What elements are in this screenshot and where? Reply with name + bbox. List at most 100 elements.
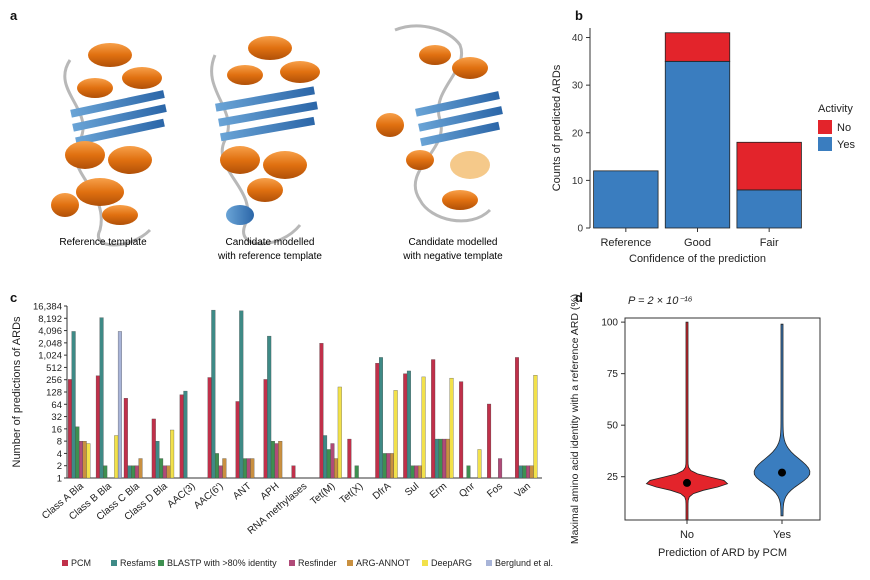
c-bar-5-1: [211, 309, 216, 479]
b-bar-fair-yes: [736, 189, 802, 229]
d-median-point-no: [683, 478, 691, 487]
caption-a3-line1: Candidate modelled: [409, 237, 498, 248]
c-y-axis-title: Number of predictions of ARDs: [11, 316, 23, 468]
c-legend-label-2: BLASTP with >80% identity: [167, 558, 277, 568]
c-bar-8-0: [291, 465, 296, 479]
c-legend-label-5: DeepARG: [431, 558, 472, 568]
d-y-tick-label-1: 50: [607, 421, 619, 432]
panel-a-label: a: [10, 8, 18, 23]
c-bar-6-4: [250, 458, 255, 479]
d-violin-no: [645, 321, 729, 521]
b-x-tick-label-0: Reference: [600, 237, 651, 249]
c-bar-1-6: [117, 331, 122, 479]
c-bar-14-0: [459, 381, 464, 479]
b-bar-fair-no: [736, 141, 802, 191]
b-x-tick-label-1: Good: [684, 237, 711, 249]
c-legend-swatch-5: [422, 560, 428, 566]
c-legend-label-0: PCM: [71, 558, 91, 568]
c-legend-label-3: Resfinder: [298, 558, 337, 568]
panel-d-label: d: [575, 290, 583, 305]
c-bar-7-4: [278, 440, 283, 479]
d-x-tick-label-1: Yes: [773, 529, 791, 541]
b-y-tick-label-3: 30: [572, 81, 584, 92]
panel-b-label: b: [575, 8, 583, 23]
d-y-axis-title: Maximal amino acid identity with a refer…: [569, 294, 581, 544]
b-y-tick-label-2: 20: [572, 128, 584, 139]
c-y-tick-label-0: 1: [57, 474, 62, 485]
b-x-axis-title: Confidence of the prediction: [629, 253, 766, 265]
b-legend-swatch-yes: [818, 137, 832, 151]
d-y-tick-label-3: 100: [601, 318, 618, 329]
b-bar-reference-yes: [593, 170, 659, 229]
c-y-tick-label-9: 512: [46, 363, 62, 374]
c-bar-15-3: [498, 458, 503, 479]
b-legend-label-no: No: [837, 122, 851, 134]
d-pvalue: P = 2 × 10⁻¹⁶: [628, 295, 693, 307]
b-bar-good-yes: [664, 60, 731, 229]
d-x-tick-label-0: No: [680, 529, 694, 541]
panel-c-label: c: [10, 290, 18, 305]
c-y-tick-label-3: 8: [57, 437, 62, 448]
c-bar-3-5: [170, 429, 175, 479]
c-bar-13-0: [431, 359, 436, 479]
c-y-tick-label-10: 1,024: [38, 351, 62, 362]
c-bar-11-1: [378, 357, 383, 479]
b-legend-label-yes: Yes: [837, 139, 855, 151]
d-plot-frame: [624, 317, 821, 521]
c-legend-swatch-6: [486, 560, 492, 566]
caption-a2-line1: Candidate modelled: [226, 237, 315, 248]
c-bar-13-5: [449, 377, 454, 479]
caption-a1-line1: Reference template: [59, 237, 147, 248]
c-y-tick-label-11: 2,048: [38, 338, 62, 349]
c-legend-swatch-3: [289, 560, 295, 566]
protein-structure-reference: [51, 43, 167, 247]
c-legend-label-1: Resfams: [120, 558, 156, 568]
c-legend-swatch-4: [347, 560, 353, 566]
c-bar-6-1: [239, 310, 244, 479]
c-y-tick-label-14: 16,384: [33, 302, 62, 313]
c-bar-14-2: [466, 465, 471, 479]
b-y-axis-title: Counts of predicted ARDs: [551, 64, 563, 191]
b-y-tick-label-0: 0: [577, 224, 583, 235]
c-bar-16-0: [515, 357, 519, 479]
c-bar-14-5: [477, 449, 482, 479]
c-bar-5-4: [222, 458, 227, 479]
c-legend-swatch-0: [62, 560, 68, 566]
caption-a3-line2: with negative template: [402, 251, 503, 262]
c-bar-10-2: [354, 465, 359, 479]
c-legend-swatch-1: [111, 560, 117, 566]
c-bar-0-5: [86, 443, 91, 479]
b-y-tick-label-4: 40: [572, 33, 584, 44]
b-bar-good-no: [664, 32, 731, 62]
caption-a2-line2: with reference template: [217, 251, 322, 262]
protein-structure-candidate-reference: [210, 36, 320, 246]
c-bar-1-1: [99, 317, 104, 479]
c-y-tick-label-12: 4,096: [38, 326, 62, 337]
c-bar-12-1: [406, 370, 411, 479]
c-bar-11-5: [393, 390, 398, 479]
c-legend-swatch-2: [158, 560, 164, 566]
b-legend-title: Activity: [818, 103, 853, 115]
c-bar-9-0: [319, 343, 324, 479]
c-y-tick-label-1: 2: [57, 461, 62, 472]
d-y-tick-label-2: 75: [607, 369, 619, 380]
c-y-tick-label-2: 4: [57, 449, 62, 460]
c-bar-16-5: [533, 375, 538, 479]
c-y-tick-label-7: 128: [46, 388, 62, 399]
c-y-tick-label-13: 8,192: [38, 314, 62, 325]
c-bar-9-5: [337, 386, 342, 479]
c-bar-7-1: [267, 335, 272, 479]
b-y-tick-label-1: 10: [572, 176, 584, 187]
b-x-tick-label-2: Fair: [760, 237, 779, 249]
c-bar-12-5: [421, 376, 426, 479]
c-bar-2-4: [138, 458, 143, 479]
d-x-axis-title: Prediction of ARD by PCM: [658, 547, 787, 559]
c-legend-label-4: ARG-ANNOT: [356, 558, 411, 568]
c-bar-15-0: [487, 403, 492, 479]
c-bar-4-1: [183, 390, 188, 479]
c-bar-0-1: [71, 331, 76, 479]
